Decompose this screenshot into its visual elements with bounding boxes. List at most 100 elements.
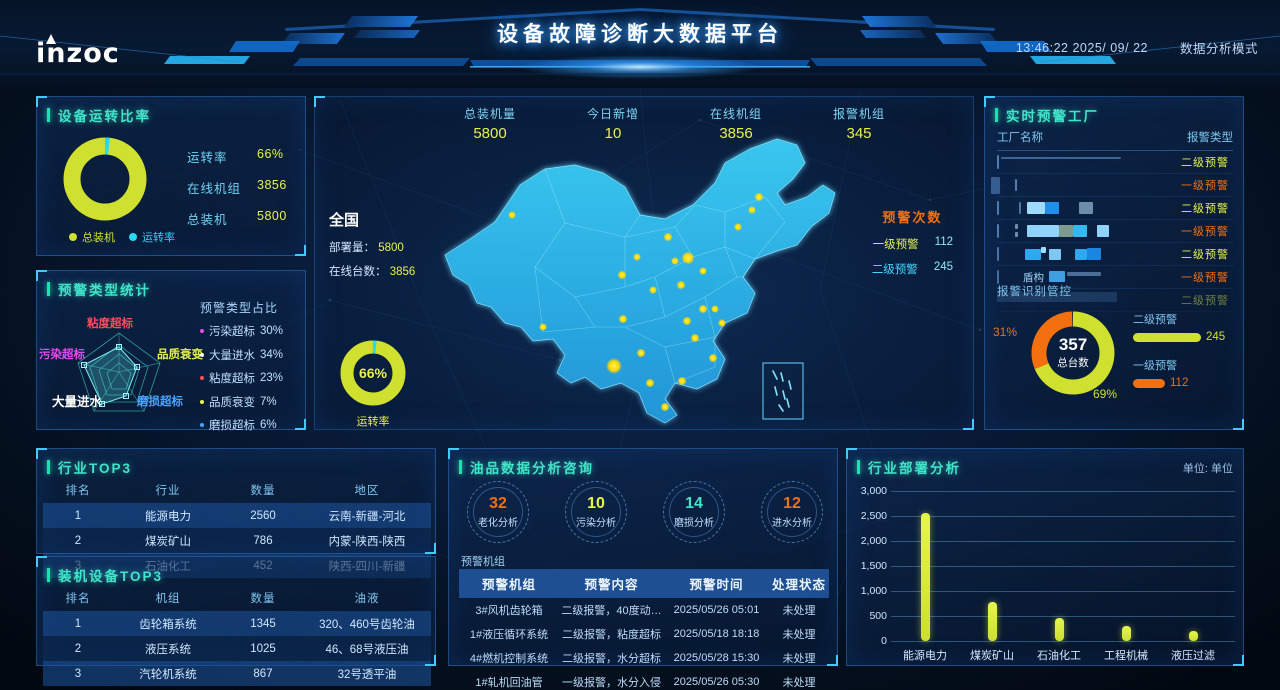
bar-energy-power[interactable] <box>921 513 930 641</box>
legend-color-dot <box>69 233 77 241</box>
bar-hydraulic-filter[interactable] <box>1189 631 1198 641</box>
factory-row[interactable]: 二级预警 <box>997 151 1233 174</box>
factory-alarm-type: 一级预警 <box>1181 226 1229 238</box>
map-province-borders <box>534 168 786 384</box>
factory-row[interactable]: 二级预警 <box>997 289 1233 312</box>
column-header-count: 数量 <box>250 593 276 605</box>
map-rate-donut-label: 运转率 <box>356 416 390 428</box>
table-row[interactable]: 3 汽轮机系统 867 32号透平油 <box>43 661 431 686</box>
table-row[interactable]: 1 能源电力 2560 云南-新疆-河北 <box>43 503 431 528</box>
mode-label[interactable]: 数据分析模式 <box>1179 42 1258 56</box>
legend-item[interactable]: 总装机 <box>69 229 115 245</box>
oil-circle-wear[interactable]: 14 磨损分析 <box>663 481 725 543</box>
panel-oil-analysis: 油品数据分析咨询 32 老化分析 10 污染分析 14 磨损分析 12 进水分析… <box>448 448 838 689</box>
title-accent-bar <box>47 568 50 582</box>
stat-label: 报警机组 <box>832 107 885 121</box>
y-tick-label: 3,000 <box>860 485 887 497</box>
cell-unit: 齿轮箱系统 <box>113 611 223 636</box>
cell-industry: 煤炭矿山 <box>113 528 223 553</box>
y-tick-label: 500 <box>869 610 887 622</box>
warn-type-radar-chart <box>77 332 161 412</box>
cell-rank: 1 <box>43 503 113 528</box>
brand-logo[interactable]: inzoc <box>36 30 186 69</box>
warn-count-value: 245 <box>933 261 953 273</box>
title-accent-bar <box>47 460 50 474</box>
bar-coal-mining[interactable] <box>988 602 997 641</box>
warning-units-table[interactable]: 预警机组 预警内容 预警时间 处理状态 3#风机齿轮箱 二级报警，40度动… 2… <box>459 569 829 690</box>
y-tick-label: 1,500 <box>860 560 887 572</box>
table-row[interactable]: 4#燃机控制系统 二级报警，水分超标 2025/05/28 15:30 未处理 <box>459 646 829 670</box>
factory-row[interactable]: 一级预警 <box>991 174 1233 197</box>
bar-construction-machinery[interactable] <box>1122 626 1131 641</box>
factory-alarm-type: 一级预警 <box>1181 180 1229 192</box>
bar-petrochemical[interactable] <box>1055 618 1064 641</box>
warn-type-item[interactable]: 粘度超标 23% <box>200 370 283 386</box>
warn-type-item[interactable]: 污染超标 30% <box>200 323 283 339</box>
factory-list[interactable]: 工厂名称 报警类型 二级预警 一级预警 <box>991 129 1233 312</box>
cell-count: 1345 <box>223 611 303 636</box>
panel-title-oil: 油品数据分析咨询 <box>449 449 837 477</box>
factory-name-redacted: 盾构 <box>997 266 1167 288</box>
column-header-alarm-type: 报警类型 <box>1187 132 1233 144</box>
y-tick-label: 1,000 <box>860 585 887 597</box>
gridline <box>891 616 1235 617</box>
map-rate-donut: 66% <box>337 337 409 409</box>
warn-count-row: 一级预警 112 <box>872 236 953 252</box>
cell-content: 二级报警，40度动… <box>561 605 662 617</box>
alarm-bar-value-level1: 112 <box>1170 377 1189 389</box>
stat-row: 在线机组 3856 <box>187 178 287 197</box>
bullet-dot <box>200 329 204 333</box>
warn-type-item[interactable]: 大量进水 34% <box>200 347 283 363</box>
chart-unit-label: 单位: 单位 <box>1182 463 1233 475</box>
device-top3-table[interactable]: 排名 机组 数量 油液 1 齿轮箱系统 1345 320、460号齿轮油 2 液… <box>43 585 431 686</box>
table-row[interactable]: 2 液压系统 1025 46、68号液压油 <box>43 636 431 661</box>
x-tick-label: 工程机械 <box>1104 650 1148 662</box>
column-header-count: 数量 <box>250 485 276 497</box>
panel-industry-top3: 行业TOP3 排名 行业 数量 地区 1 能源电力 2560 云南-新疆-河北 … <box>36 448 436 578</box>
legend-color-dot <box>129 233 137 241</box>
column-header-unit: 机组 <box>155 593 181 605</box>
equipment-rate-legend: 总装机 运转率 <box>69 229 175 245</box>
table-row[interactable]: 2 煤炭矿山 786 内蒙-陕西-陕西 <box>43 528 431 553</box>
cell-time: 2025/05/26 05:01 <box>673 604 760 616</box>
legend-item[interactable]: 运转率 <box>129 229 175 245</box>
alarm-bar-row: 245 <box>1133 331 1225 343</box>
current-time: 13:46:22 2025/ 09/ 22 <box>1015 40 1148 55</box>
equipment-rate-stats: 运转率 66% 在线机组 3856 总装机 5800 <box>187 147 287 240</box>
x-tick-label: 石油化工 <box>1037 650 1081 662</box>
factory-row[interactable]: 一级预警 <box>997 220 1233 243</box>
oil-circle-aging[interactable]: 32 老化分析 <box>467 481 529 543</box>
factory-row[interactable]: 二级预警 <box>997 197 1233 220</box>
panel-title-factory: 实时预警工厂 <box>985 97 1243 125</box>
warn-type-item[interactable]: 品质衰变 7% <box>200 394 283 410</box>
cell-oil: 46、68号液压油 <box>303 636 431 661</box>
cell-unit: 汽轮机系统 <box>113 661 223 686</box>
china-map[interactable] <box>425 127 865 427</box>
factory-name-redacted <box>991 174 1167 196</box>
table-row[interactable]: 1#轧机回油管 一级报警，水分入侵 2025/05/26 05:30 未处理 <box>459 670 829 690</box>
alarm-bar-row: 112 <box>1133 377 1225 389</box>
stat-value: 3856 <box>719 125 753 142</box>
cell-status: 未处理 <box>782 677 816 689</box>
y-tick-label: 2,000 <box>860 535 887 547</box>
warn-type-item-value: 30% <box>260 325 284 337</box>
factory-row[interactable]: 二级预警 <box>997 243 1233 266</box>
warn-type-item-value: 34% <box>260 348 284 361</box>
factory-row[interactable]: 盾构 一级预警 <box>997 266 1233 289</box>
panel-title-text: 预警类型统计 <box>58 283 151 298</box>
bullet-dot <box>200 399 204 404</box>
stat-value: 10 <box>604 125 622 142</box>
region-row-label: 部署量： <box>329 242 375 254</box>
cell-oil: 320、460号齿轮油 <box>303 611 431 636</box>
oil-circle-water[interactable]: 12 进水分析 <box>761 481 823 543</box>
oil-table-subtitle: 预警机组 <box>461 556 505 568</box>
alarm-bar-fill-level1 <box>1133 378 1165 388</box>
table-row[interactable]: 1#液压循环系统 二级报警，粘度超标 2025/05/18 18:18 未处理 <box>459 622 829 646</box>
donut-total-label: 总台数 <box>1057 356 1089 369</box>
table-row[interactable]: 1 齿轮箱系统 1345 320、460号齿轮油 <box>43 611 431 636</box>
cell-oil: 32号透平油 <box>303 661 431 686</box>
oil-circle-pollution[interactable]: 10 污染分析 <box>565 481 627 543</box>
warn-type-item[interactable]: 磨损超标 6% <box>200 417 283 433</box>
table-row[interactable]: 3#风机齿轮箱 二级报警，40度动… 2025/05/26 05:01 未处理 <box>459 598 829 622</box>
donut-pct-right: 69% <box>1093 387 1118 401</box>
